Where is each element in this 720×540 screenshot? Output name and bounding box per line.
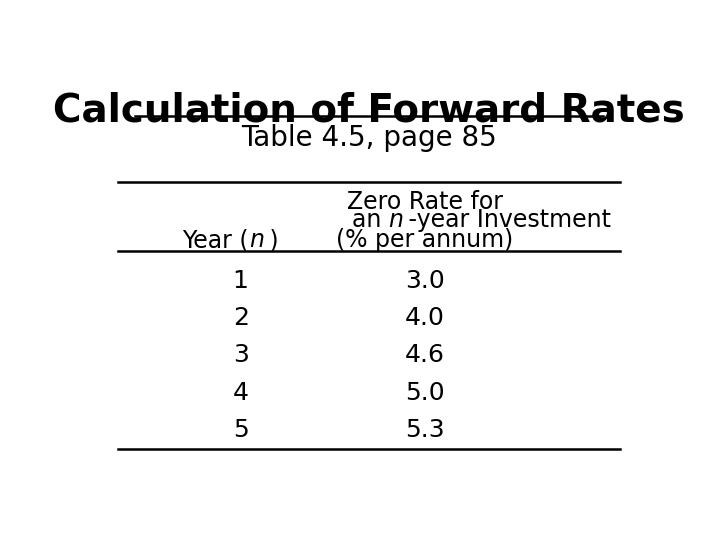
Text: 5.0: 5.0 bbox=[405, 381, 445, 405]
Text: Year (: Year ( bbox=[183, 228, 249, 252]
Text: 3: 3 bbox=[233, 343, 248, 367]
Text: Zero Rate for: Zero Rate for bbox=[347, 190, 503, 213]
Text: Table 4.5, page 85: Table 4.5, page 85 bbox=[241, 124, 497, 152]
Text: n: n bbox=[249, 228, 264, 252]
Text: an: an bbox=[351, 208, 389, 232]
Text: Calculation of Forward Rates: Calculation of Forward Rates bbox=[53, 92, 685, 130]
Text: ): ) bbox=[262, 228, 279, 252]
Text: 5.3: 5.3 bbox=[405, 418, 445, 442]
Text: 2: 2 bbox=[233, 306, 248, 330]
Text: 4.0: 4.0 bbox=[405, 306, 445, 330]
Text: -year Investment: -year Investment bbox=[401, 208, 611, 232]
Text: 1: 1 bbox=[233, 268, 248, 293]
Text: 4: 4 bbox=[233, 381, 248, 405]
Text: n: n bbox=[389, 208, 403, 232]
Text: 4.6: 4.6 bbox=[405, 343, 445, 367]
Text: 3.0: 3.0 bbox=[405, 268, 445, 293]
Text: (% per annum): (% per annum) bbox=[336, 228, 513, 252]
Text: 5: 5 bbox=[233, 418, 248, 442]
